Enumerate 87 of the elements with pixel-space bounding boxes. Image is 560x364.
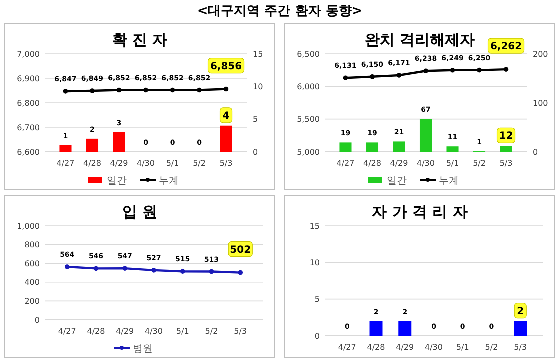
y-tick-label: 7,000 xyxy=(17,50,40,59)
bar xyxy=(366,142,379,152)
data-label: 2 xyxy=(517,306,524,318)
point xyxy=(396,73,402,78)
y-tick-label: 6,600 xyxy=(17,148,40,157)
x-tick-label: 4/30 xyxy=(145,327,163,336)
x-tick-label: 5/1 xyxy=(446,159,460,168)
x-tick-label: 5/3 xyxy=(220,159,233,168)
y-tick-label: 600 xyxy=(24,259,40,268)
x-tick-label: 4/27 xyxy=(338,343,356,352)
x-tick-label: 5/3 xyxy=(514,343,528,352)
point xyxy=(370,74,375,80)
x-tick-label: 4/29 xyxy=(116,327,134,336)
bar xyxy=(60,145,72,152)
bar xyxy=(420,119,432,152)
y2-tick-label: 15 xyxy=(253,50,264,59)
x-tick-label: 4/29 xyxy=(390,159,408,168)
y-tick-label: 800 xyxy=(24,240,40,250)
y-tick-label: 10 xyxy=(310,258,320,268)
bar xyxy=(500,146,512,152)
x-tick-label: 4/30 xyxy=(137,159,155,168)
y-tick-label: 400 xyxy=(24,278,40,288)
x-tick-label: 5/3 xyxy=(234,327,248,336)
y-tick-label: 0 xyxy=(314,332,320,341)
point xyxy=(504,67,509,72)
x-tick-label: 4/29 xyxy=(396,343,414,352)
x-tick-label: 4/27 xyxy=(56,159,75,168)
point xyxy=(450,68,456,73)
data-label: 4 xyxy=(222,110,230,122)
x-tick-label: 5/2 xyxy=(473,159,486,168)
x-tick-label: 4/27 xyxy=(336,159,355,168)
bar xyxy=(393,142,406,152)
text: <대구지역 주간 환자 동향> xyxy=(197,4,363,19)
x-tick-label: 4/28 xyxy=(367,343,386,352)
data-label: 6,262 xyxy=(490,42,522,53)
data-label: 6,856 xyxy=(210,61,242,72)
x-tick-label: 5/1 xyxy=(456,343,470,352)
x-tick-label: 4/30 xyxy=(417,159,435,168)
y2-tick-label: 200 xyxy=(533,50,548,59)
chart-title: 확 진 자 xyxy=(112,31,168,49)
legend-label: 누계 xyxy=(159,176,179,187)
y-tick-label: 5,500 xyxy=(297,115,320,124)
y-tick-label: 0 xyxy=(34,316,40,325)
y-tick-label: 200 xyxy=(24,297,40,306)
chart-title: 완치 격리해제자 xyxy=(364,31,476,49)
y-tick-label: 6,000 xyxy=(297,82,320,92)
y2-tick-label: 5 xyxy=(253,115,258,124)
point xyxy=(343,76,348,81)
point xyxy=(424,68,428,74)
x-tick-label: 4/28 xyxy=(84,159,102,168)
x-tick-label: 5/2 xyxy=(205,327,218,336)
x-tick-label: 5/1 xyxy=(176,327,190,336)
bar xyxy=(113,132,126,152)
x-tick-label: 4/29 xyxy=(110,159,128,168)
y2-tick-label: 0 xyxy=(253,148,258,157)
bar xyxy=(340,142,352,152)
bar xyxy=(86,138,99,152)
x-tick-label: 4/27 xyxy=(58,327,76,336)
legend-label: 일간 xyxy=(387,176,407,187)
data-label: 502 xyxy=(230,244,252,256)
legend-label: 병원 xyxy=(133,344,153,355)
x-tick-label: 4/28 xyxy=(364,159,382,168)
legend-label: 누계 xyxy=(439,176,459,187)
y-tick-label: 6,500 xyxy=(297,50,320,59)
bar xyxy=(446,146,459,152)
y2-tick-label: 10 xyxy=(253,82,264,92)
y-tick-label: 1,000 xyxy=(17,222,40,231)
y-tick-label: 6,800 xyxy=(17,98,40,108)
y-tick-label: 6,700 xyxy=(17,123,40,132)
legend-label: 일간 xyxy=(107,176,127,187)
y-tick-label: 6,900 xyxy=(17,74,40,84)
data-label: 12 xyxy=(499,131,514,142)
x-tick-label: 4/28 xyxy=(87,327,106,336)
bar xyxy=(220,126,232,152)
y-tick-label: 5 xyxy=(314,295,320,304)
x-tick-label: 4/30 xyxy=(425,343,443,352)
x-tick-label: 5/3 xyxy=(500,159,513,168)
y-tick-label: 5,000 xyxy=(297,148,320,157)
y2-tick-label: 0 xyxy=(533,148,538,157)
point xyxy=(477,68,482,73)
x-tick-label: 5/1 xyxy=(166,159,180,168)
x-tick-label: 5/2 xyxy=(193,159,206,168)
y2-tick-label: 100 xyxy=(533,98,548,108)
y-tick-label: 15 xyxy=(310,222,320,231)
chart-title: 입 원 xyxy=(122,203,158,221)
chart-title: 자 가 격 리 자 xyxy=(372,203,468,221)
x-tick-label: 5/2 xyxy=(485,343,498,352)
